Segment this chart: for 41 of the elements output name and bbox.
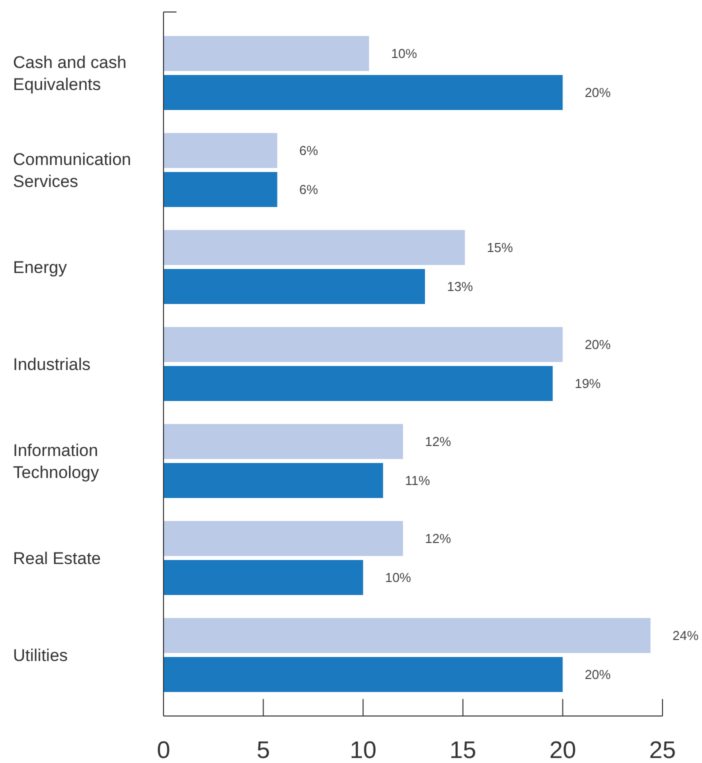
bar — [164, 618, 651, 653]
bar — [164, 463, 384, 498]
data-label: 13% — [446, 279, 474, 294]
data-label: 6% — [299, 143, 318, 158]
data-label: 19% — [574, 376, 602, 392]
bar — [164, 657, 563, 692]
data-label: 20% — [584, 337, 612, 352]
x-tick-label: 5 — [256, 737, 270, 763]
y-tick-label: Communication Services — [13, 150, 132, 191]
data-label: 20% — [584, 85, 612, 100]
data-label: 24% — [672, 628, 699, 644]
bar — [164, 75, 563, 110]
y-tick-label: Information Technology — [13, 440, 100, 482]
data-label: 20% — [584, 667, 612, 682]
x-tick-label: 25 — [649, 737, 676, 763]
bar — [164, 269, 425, 304]
y-tick-label: Cash and cash Equivalents — [13, 52, 126, 94]
bar — [164, 36, 370, 71]
data-label: 10% — [385, 570, 412, 586]
data-label: 10% — [391, 46, 418, 62]
data-label: 15% — [486, 240, 514, 256]
bar — [164, 521, 404, 556]
bar — [164, 230, 465, 265]
bar — [164, 560, 364, 595]
data-label: 11% — [405, 473, 431, 488]
bar — [164, 366, 553, 401]
bar — [164, 133, 278, 168]
x-tick-label: 0 — [156, 737, 170, 763]
y-tick-label: Real Estate — [13, 548, 101, 568]
data-label: 12% — [425, 434, 452, 450]
y-tick-label: Industrials — [13, 354, 90, 374]
bar — [164, 172, 278, 207]
y-tick-label: Utilities — [13, 646, 68, 665]
x-tick-label: 10 — [350, 737, 376, 763]
x-tick-label: 20 — [549, 737, 576, 763]
bar — [164, 424, 404, 459]
y-tick-label: Energy — [13, 258, 68, 277]
bar — [164, 327, 563, 362]
data-label: 6% — [299, 182, 318, 198]
x-tick-label: 15 — [450, 737, 476, 763]
data-label: 12% — [425, 531, 452, 546]
